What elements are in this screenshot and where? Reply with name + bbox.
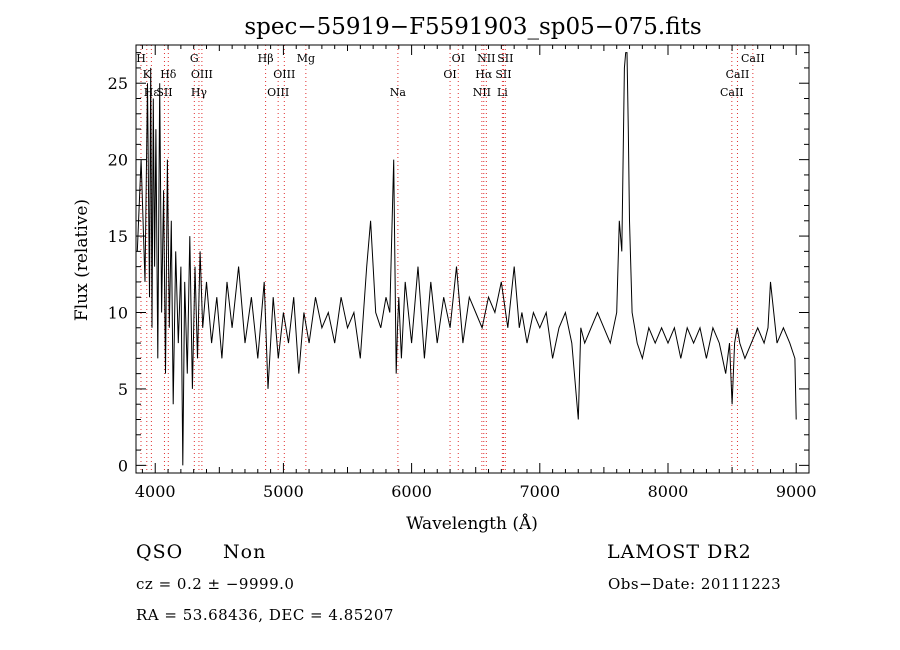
obs-date: Obs−Date: 20111223 xyxy=(608,575,782,593)
line-marker-label: Hβ xyxy=(258,52,274,65)
survey-name: LAMOST DR2 xyxy=(607,541,752,563)
x-tick-label: 4000 xyxy=(135,482,176,501)
line-marker-label: OI xyxy=(452,52,465,65)
line-marker-label: H xyxy=(136,52,146,65)
y-tick-label: 10 xyxy=(108,304,128,323)
x-tick-label: 9000 xyxy=(776,482,817,501)
line-marker-labels: HKHεSIIHδGHγOIIIHβOIIIOIIIMgNaOIOINIIHαN… xyxy=(136,52,764,99)
x-tick-label: 8000 xyxy=(648,482,689,501)
chart-title: spec−55919−F5591903_sp05−075.fits xyxy=(244,14,701,40)
line-marker-label: OIII xyxy=(267,86,289,99)
line-marker-label: Hγ xyxy=(191,86,208,99)
line-marker-label: CaII xyxy=(741,52,765,65)
line-marker-label: OIII xyxy=(191,68,213,81)
line-marker-label: Mg xyxy=(297,52,315,65)
redshift-cz: cz = 0.2 ± −9999.0 xyxy=(136,575,295,593)
x-tick-label: 6000 xyxy=(391,482,432,501)
y-axis-label: Flux (relative) xyxy=(72,199,92,321)
spectrum-line xyxy=(136,52,797,466)
object-subclass: Non xyxy=(223,541,267,563)
y-axis-ticks: 0 5 10 15 20 25 xyxy=(108,52,809,475)
x-axis-ticks: 4000 5000 6000 7000 8000 9000 xyxy=(135,45,817,501)
plot-frame xyxy=(135,44,810,474)
y-tick-label: 25 xyxy=(108,74,128,93)
line-marker-label: NII xyxy=(473,86,491,99)
line-marker-label: Li xyxy=(497,86,508,99)
line-marker-label: CaII xyxy=(720,86,744,99)
line-marker-label: G xyxy=(190,52,199,65)
line-marker-label: Na xyxy=(390,86,407,99)
line-marker-label: CaII xyxy=(726,68,750,81)
line-marker-label: Hδ xyxy=(160,68,177,81)
line-marker-label: SII xyxy=(495,68,511,81)
line-marker-label: Hα xyxy=(475,68,493,81)
x-tick-label: 5000 xyxy=(263,482,304,501)
line-marker-label: SII xyxy=(497,52,513,65)
y-tick-label: 15 xyxy=(108,227,128,246)
line-marker-label: SII xyxy=(156,86,172,99)
line-markers xyxy=(140,45,754,473)
line-marker-label: OI xyxy=(443,68,456,81)
line-marker-label: K xyxy=(143,68,152,81)
y-tick-label: 20 xyxy=(108,151,128,170)
line-marker-label: NII xyxy=(477,52,495,65)
line-marker-label: OIII xyxy=(273,68,295,81)
y-tick-label: 0 xyxy=(118,456,128,475)
x-tick-label: 7000 xyxy=(519,482,560,501)
ra-dec: RA = 53.68436, DEC = 4.85207 xyxy=(136,606,394,624)
y-tick-label: 5 xyxy=(118,380,128,399)
x-axis-label: Wavelength (Å) xyxy=(406,513,538,534)
object-class: QSO xyxy=(136,541,184,563)
